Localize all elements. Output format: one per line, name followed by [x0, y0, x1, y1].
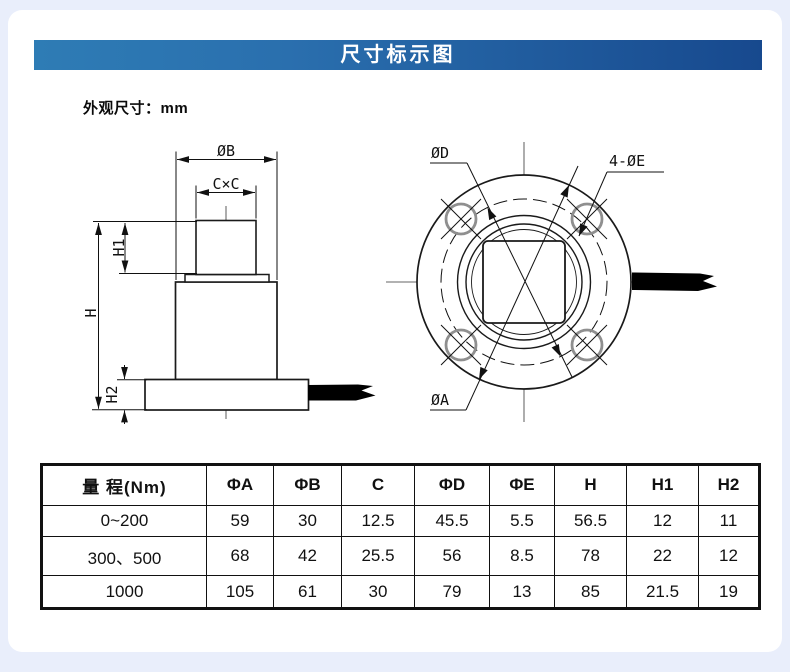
cell: 68 [206, 536, 274, 576]
cell: 30 [273, 504, 342, 537]
header-h: H [554, 464, 627, 506]
cell: 59 [206, 504, 274, 537]
cell: 11 [698, 504, 760, 537]
dim-label-h: H [82, 308, 100, 317]
cable-side [308, 384, 376, 401]
header-phi-a: ΦA [206, 464, 274, 506]
table-header-row: 量 程(Nm) ΦA ΦB C ΦD ΦE H H1 H2 [41, 464, 760, 506]
cell: 25.5 [341, 536, 415, 576]
cell: 12.5 [341, 504, 415, 537]
cell: 79 [414, 575, 490, 609]
dim-label-boss-square: C×C [212, 175, 239, 193]
table-row: 1000 105 61 30 79 13 85 21.5 19 [41, 575, 760, 609]
sensor-flange [144, 378, 310, 411]
dimension-drawing: ØB C×C H1 H H2 [82, 142, 717, 424]
header-phi-e: ΦE [489, 464, 555, 506]
sensor-body [174, 281, 278, 381]
dim-label-bolt-circle: ØD [431, 144, 449, 162]
cell-range: 300、500 [41, 536, 207, 576]
cable-front [632, 272, 717, 291]
table-row: 300、500 68 42 25.5 56 8.5 78 22 12 [41, 536, 760, 576]
dim-label-bolt-holes: 4-ØE [609, 152, 645, 170]
cell: 21.5 [626, 575, 699, 609]
cell: 61 [273, 575, 342, 609]
section-title-banner: 尺寸标示图 [34, 40, 762, 70]
cell: 22 [626, 536, 699, 576]
cell-range: 1000 [41, 575, 207, 609]
cell-range: 0~200 [41, 504, 207, 537]
cell: 85 [554, 575, 627, 609]
boss-square-front [482, 240, 566, 324]
cell: 30 [341, 575, 415, 609]
bolt-hole-crosses [440, 198, 608, 366]
header-phi-d: ΦD [414, 464, 490, 506]
cell: 78 [554, 536, 627, 576]
bolt-circle [440, 198, 608, 366]
header-c: C [341, 464, 415, 506]
cell: 19 [698, 575, 760, 609]
dim-label-h2: H2 [103, 385, 121, 403]
header-phi-b: ΦB [273, 464, 342, 506]
cell: 45.5 [414, 504, 490, 537]
sensor-boss [195, 219, 257, 276]
header-range: 量 程(Nm) [41, 464, 207, 506]
header-h2: H2 [698, 464, 760, 506]
dimension-spec-table: 量 程(Nm) ΦA ΦB C ΦD ΦE H H1 H2 0~200 59 3… [40, 463, 761, 610]
header-h1: H1 [626, 464, 699, 506]
bolt-holes [444, 202, 604, 362]
dim-label-h1: H1 [110, 238, 128, 256]
table-row: 0~200 59 30 12.5 45.5 5.5 56.5 12 11 [41, 504, 760, 537]
cell: 42 [273, 536, 342, 576]
cell: 5.5 [489, 504, 555, 537]
sensor-plate [184, 273, 270, 283]
cell: 56.5 [554, 504, 627, 537]
dim-label-flange-diameter: ØA [431, 391, 449, 409]
cell: 13 [489, 575, 555, 609]
section-title: 尺寸标示图 [340, 44, 456, 66]
cell: 8.5 [489, 536, 555, 576]
cell: 105 [206, 575, 274, 609]
cell: 12 [698, 536, 760, 576]
unit-note: 外观尺寸：mm [83, 100, 189, 117]
front-view: ØA ØD 4-ØE [386, 142, 717, 422]
side-view: ØB C×C H1 H H2 [82, 142, 376, 424]
cell: 56 [414, 536, 490, 576]
cell: 12 [626, 504, 699, 537]
dim-label-diameter-b: ØB [217, 142, 235, 160]
